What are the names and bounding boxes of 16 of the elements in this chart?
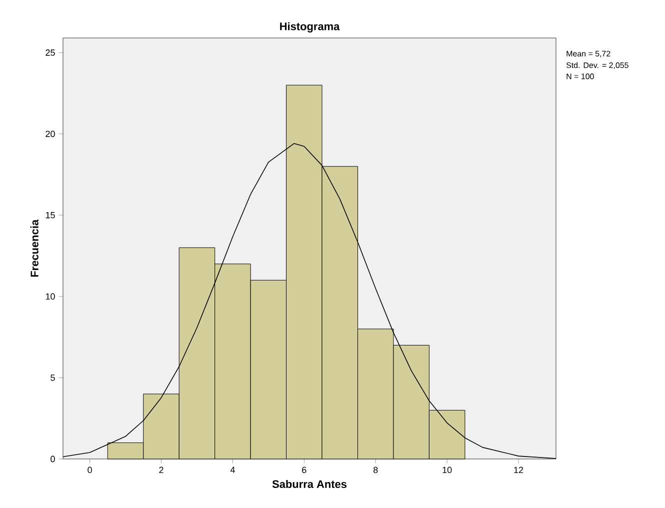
y-tick-label: 10 (46, 293, 55, 300)
x-tick-label: 6 (302, 466, 306, 474)
y-axis-title: Frecuencia (30, 219, 38, 277)
x-tick-label: 10 (442, 466, 452, 474)
x-axis-title: Saburra Antes (272, 480, 346, 488)
x-tick-label: 4 (230, 466, 235, 473)
y-tick-label: 25 (46, 49, 55, 56)
chart-title: Histograma (280, 22, 340, 32)
y-tick-label: 0 (50, 456, 55, 462)
x-tick-label: 2 (159, 466, 164, 474)
x-tick-label: 0 (88, 466, 92, 474)
x-tick-label: 12 (514, 466, 524, 474)
y-tick-label: 5 (50, 374, 55, 381)
x-tick-label: 8 (373, 466, 378, 474)
y-tick-label: 20 (46, 130, 55, 138)
y-tick-label: 15 (46, 212, 55, 218)
